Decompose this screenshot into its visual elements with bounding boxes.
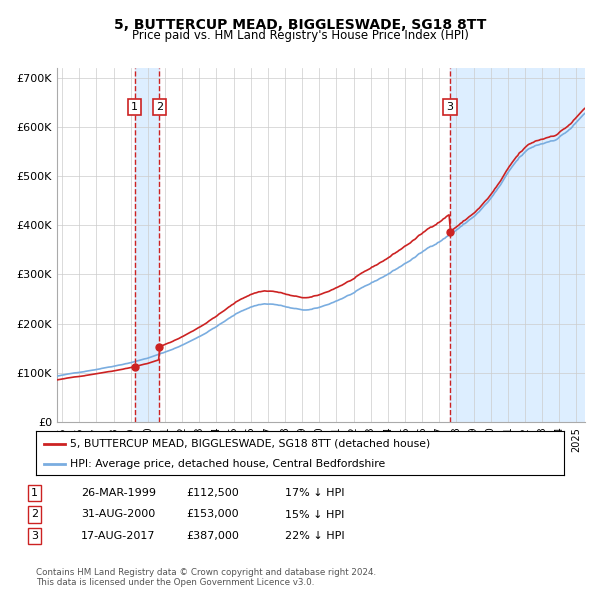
- Text: 2: 2: [31, 510, 38, 519]
- Text: £112,500: £112,500: [186, 488, 239, 497]
- Text: HPI: Average price, detached house, Central Bedfordshire: HPI: Average price, detached house, Cent…: [70, 459, 386, 469]
- Text: 3: 3: [446, 102, 454, 112]
- Text: 5, BUTTERCUP MEAD, BIGGLESWADE, SG18 8TT: 5, BUTTERCUP MEAD, BIGGLESWADE, SG18 8TT: [114, 18, 486, 32]
- Text: Price paid vs. HM Land Registry's House Price Index (HPI): Price paid vs. HM Land Registry's House …: [131, 30, 469, 42]
- Text: 3: 3: [31, 532, 38, 541]
- Text: 15% ↓ HPI: 15% ↓ HPI: [285, 510, 344, 519]
- Bar: [450, 68, 585, 422]
- Text: 31-AUG-2000: 31-AUG-2000: [81, 510, 155, 519]
- Bar: [134, 68, 160, 422]
- Text: £153,000: £153,000: [186, 510, 239, 519]
- Text: 17% ↓ HPI: 17% ↓ HPI: [285, 488, 344, 497]
- Text: £387,000: £387,000: [186, 532, 239, 541]
- Text: 26-MAR-1999: 26-MAR-1999: [81, 488, 156, 497]
- Text: 22% ↓ HPI: 22% ↓ HPI: [285, 532, 344, 541]
- Text: 1: 1: [31, 488, 38, 497]
- Text: Contains HM Land Registry data © Crown copyright and database right 2024.
This d: Contains HM Land Registry data © Crown c…: [36, 568, 376, 587]
- Text: 1: 1: [131, 102, 138, 112]
- Text: 2: 2: [156, 102, 163, 112]
- Text: 5, BUTTERCUP MEAD, BIGGLESWADE, SG18 8TT (detached house): 5, BUTTERCUP MEAD, BIGGLESWADE, SG18 8TT…: [70, 439, 431, 449]
- Text: 17-AUG-2017: 17-AUG-2017: [81, 532, 155, 541]
